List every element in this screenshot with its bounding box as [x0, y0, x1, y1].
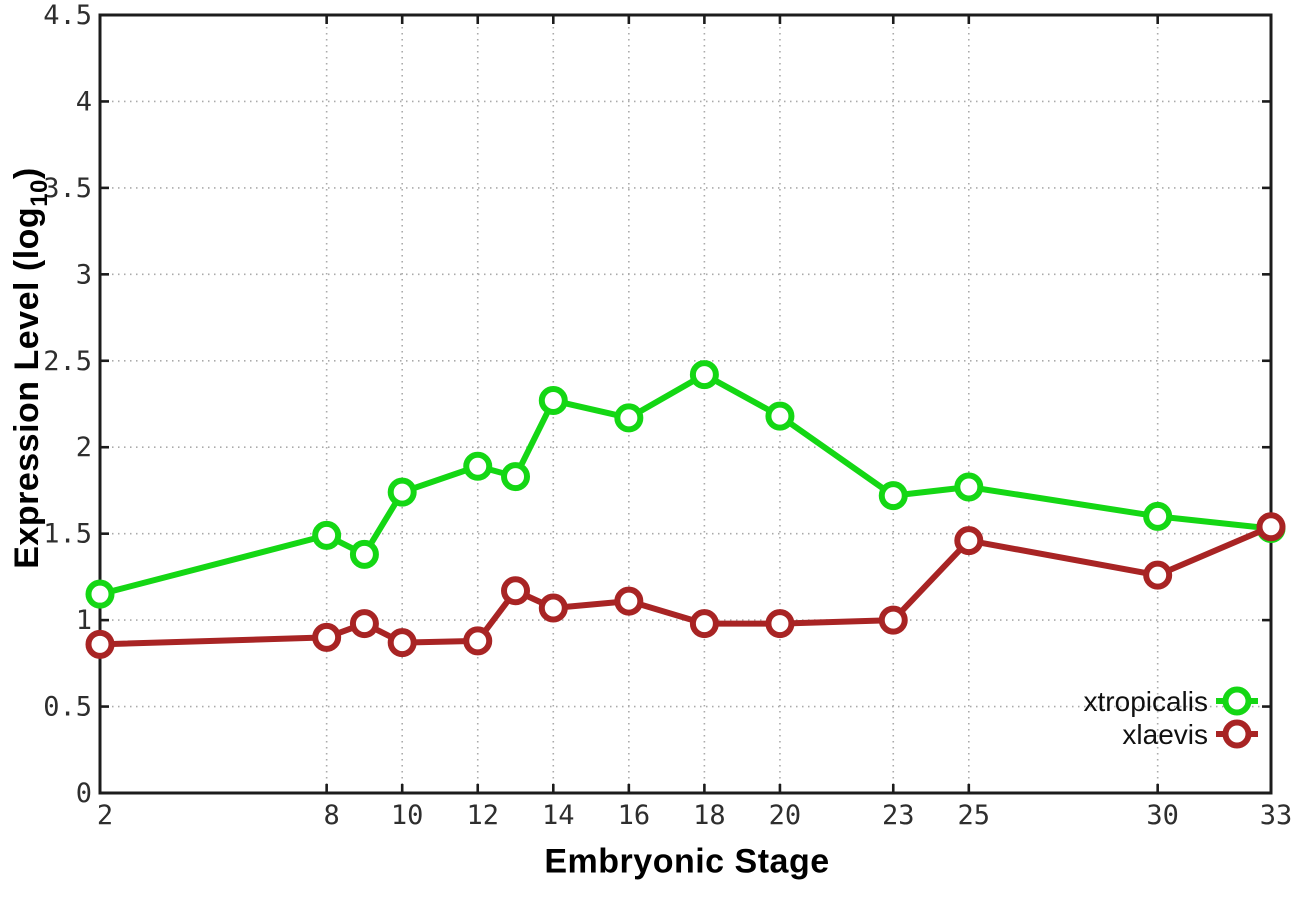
data-point-xtropicalis [85, 579, 115, 609]
data-point-xtropicalis [349, 539, 379, 569]
data-point-xlaevis [1256, 512, 1286, 542]
data-point-xtropicalis [538, 386, 568, 416]
data-point-xtropicalis [1143, 501, 1173, 531]
data-point-xtropicalis [312, 520, 342, 550]
x-axis-title: Embryonic Stage [544, 842, 830, 881]
x-tick-label: 33 [1260, 800, 1293, 831]
data-point-xlaevis [538, 593, 568, 623]
x-tick-label: 25 [958, 800, 991, 831]
x-tick-label: 20 [769, 800, 802, 831]
legend-item-xtropicalis: xtropicalis [1084, 686, 1258, 717]
data-point-xlaevis [312, 622, 342, 652]
y-axis-title-suffix: ) [8, 167, 46, 180]
data-point-xtropicalis [765, 401, 795, 431]
tick-marks [98, 13, 1273, 795]
legend-label-xlaevis: xlaevis [1122, 719, 1208, 750]
data-point-xlaevis [501, 576, 531, 606]
data-point-xtropicalis [614, 403, 644, 433]
x-tick-label: 8 [324, 800, 340, 831]
x-tick-label: 14 [542, 800, 575, 831]
y-tick-label: 2.5 [43, 346, 92, 377]
series-xlaevis [85, 512, 1286, 659]
y-tick-label: 1 [76, 605, 92, 636]
data-point-xtropicalis [954, 472, 984, 502]
data-point-xlaevis [765, 609, 795, 639]
y-axis-title-subscript: 10 [26, 179, 53, 207]
data-point-xtropicalis [878, 481, 908, 511]
y-tick-labels: 0 0.5 1 1.5 2 2.5 3 3.5 4 4.5 [43, 0, 92, 809]
y-axis-title-text: Expression Level (log [8, 206, 46, 569]
plot-border [98, 13, 1273, 795]
data-point-xlaevis [614, 586, 644, 616]
x-tick-label: 16 [618, 800, 651, 831]
y-axis-title: Expression Level (log10) [8, 167, 54, 568]
y-tick-label: 1.5 [43, 519, 92, 550]
data-point-xlaevis [463, 626, 493, 656]
data-point-xtropicalis [387, 477, 417, 507]
data-point-xtropicalis [501, 462, 531, 492]
legend-marker-sample [1222, 686, 1252, 716]
y-tick-label: 0 [76, 778, 92, 809]
data-point-xlaevis [689, 609, 719, 639]
x-tick-label: 10 [391, 800, 424, 831]
x-tick-label: 23 [882, 800, 915, 831]
data-point-xlaevis [878, 605, 908, 635]
x-tick-label: 12 [466, 800, 499, 831]
data-point-xtropicalis [689, 360, 719, 390]
x-tick-label: 30 [1146, 800, 1179, 831]
data-point-xlaevis [349, 609, 379, 639]
data-point-xlaevis [1143, 560, 1173, 590]
series-line-xlaevis [97, 523, 1274, 648]
legend-label-xtropicalis: xtropicalis [1084, 686, 1208, 717]
x-tick-label: 18 [693, 800, 726, 831]
legend-item-xlaevis: xlaevis [1122, 719, 1258, 750]
data-point-xlaevis [954, 526, 984, 556]
x-tick-labels: 2 8 10 12 14 16 18 20 23 25 30 33 [97, 800, 1292, 831]
legend-marker-sample [1222, 719, 1252, 749]
y-tick-label: 4 [76, 86, 92, 117]
gridlines [99, 14, 1272, 794]
data-point-xtropicalis [463, 451, 493, 481]
data-point-xlaevis [85, 629, 115, 659]
y-tick-label: 4.5 [43, 0, 92, 31]
series-xtropicalis [85, 360, 1286, 609]
x-tick-label: 2 [97, 800, 113, 831]
y-tick-label: 3 [76, 259, 92, 290]
y-tick-label: 0.5 [43, 692, 92, 723]
data-point-xlaevis [387, 628, 417, 658]
y-tick-label: 2 [76, 432, 92, 463]
y-tick-label: 3.5 [43, 173, 92, 204]
